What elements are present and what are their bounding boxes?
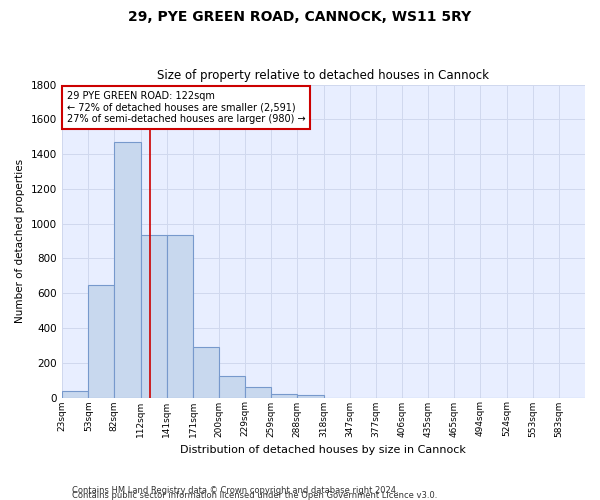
Title: Size of property relative to detached houses in Cannock: Size of property relative to detached ho… — [157, 69, 490, 82]
X-axis label: Distribution of detached houses by size in Cannock: Distribution of detached houses by size … — [181, 445, 466, 455]
Text: Contains public sector information licensed under the Open Government Licence v3: Contains public sector information licen… — [72, 491, 437, 500]
Bar — [114, 142, 141, 398]
Bar — [193, 347, 219, 398]
Text: 29, PYE GREEN ROAD, CANNOCK, WS11 5RY: 29, PYE GREEN ROAD, CANNOCK, WS11 5RY — [128, 10, 472, 24]
Bar — [62, 391, 88, 398]
Bar — [88, 284, 114, 398]
Bar — [167, 235, 193, 398]
Bar — [245, 387, 271, 398]
Text: 29 PYE GREEN ROAD: 122sqm
← 72% of detached houses are smaller (2,591)
27% of se: 29 PYE GREEN ROAD: 122sqm ← 72% of detac… — [67, 91, 305, 124]
Bar — [297, 395, 324, 398]
Bar — [219, 376, 245, 398]
Y-axis label: Number of detached properties: Number of detached properties — [15, 159, 25, 323]
Bar — [141, 235, 167, 398]
Bar — [271, 394, 297, 398]
Text: Contains HM Land Registry data © Crown copyright and database right 2024.: Contains HM Land Registry data © Crown c… — [72, 486, 398, 495]
